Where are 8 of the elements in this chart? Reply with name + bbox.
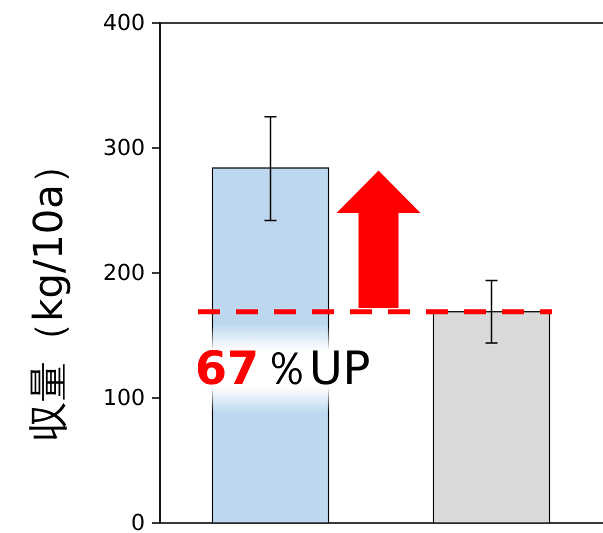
y-tick-label: 400 bbox=[103, 11, 145, 36]
y-tick-label: 200 bbox=[103, 261, 145, 286]
annotation: 67 bbox=[195, 340, 260, 395]
y-axis-title: 収量（kg/10a） bbox=[26, 144, 72, 442]
y-tick-label: 300 bbox=[103, 136, 145, 162]
annotation: ％UP bbox=[263, 340, 370, 395]
y-tick-label: 100 bbox=[103, 386, 145, 412]
y-tick-label: 0 bbox=[131, 511, 145, 533]
